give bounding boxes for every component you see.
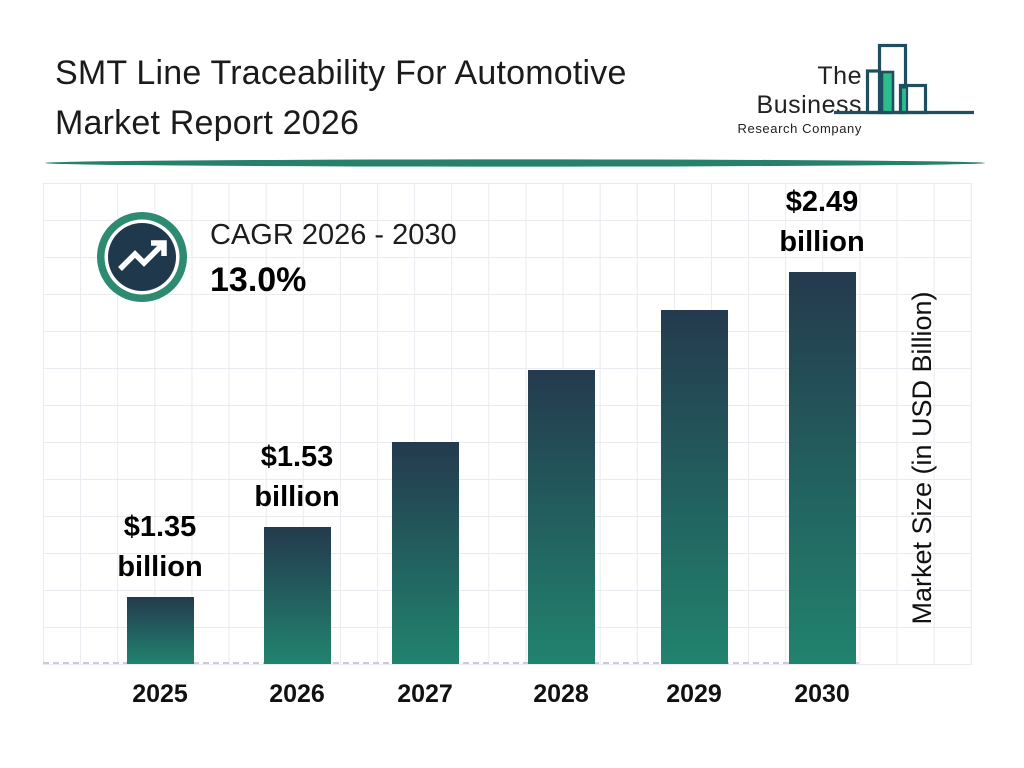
logo-company-name: The Business bbox=[756, 62, 862, 119]
page-title: SMT Line Traceability For Automotive Mar… bbox=[55, 48, 627, 148]
title-line-2: Market Report 2026 bbox=[55, 104, 360, 142]
value-label-2025: $1.35 billion bbox=[85, 507, 235, 587]
x-axis-label-2026: 2026 bbox=[269, 680, 325, 708]
cagr-block: CAGR 2026 - 2030 13.0% bbox=[210, 219, 457, 300]
y-axis-label: Market Size (in USD Billion) bbox=[907, 291, 937, 625]
bar-2028 bbox=[527, 370, 595, 664]
x-axis-label-2027: 2027 bbox=[397, 680, 453, 708]
bar-chart-skyline-icon bbox=[834, 43, 974, 115]
company-logo-text: The Business Research Company bbox=[716, 62, 862, 136]
value-amount: $1.35 bbox=[123, 511, 197, 543]
header-divider bbox=[45, 159, 985, 167]
x-axis-label-2030: 2030 bbox=[794, 680, 850, 708]
value-unit: billion bbox=[779, 226, 865, 258]
bar-2030 bbox=[788, 272, 856, 664]
x-axis-label-2029: 2029 bbox=[666, 680, 722, 708]
title-line-1: SMT Line Traceability For Automotive bbox=[55, 54, 627, 92]
cagr-value: 13.0% bbox=[210, 261, 307, 299]
x-axis-label-2025: 2025 bbox=[132, 680, 188, 708]
bar-2029 bbox=[660, 310, 728, 664]
trending-up-icon bbox=[97, 212, 187, 302]
x-axis-label-2028: 2028 bbox=[533, 680, 589, 708]
cagr-label: CAGR 2026 - 2030 bbox=[210, 219, 457, 251]
value-unit: billion bbox=[254, 481, 340, 513]
bar-2026 bbox=[263, 527, 331, 664]
logo-company-subtitle: Research Company bbox=[737, 121, 862, 136]
value-amount: $1.53 bbox=[260, 441, 334, 473]
value-amount: $2.49 bbox=[785, 186, 859, 218]
value-label-2030: $2.49 billion bbox=[747, 182, 897, 262]
bar-2027 bbox=[391, 442, 459, 664]
bar-2025 bbox=[126, 597, 194, 664]
value-label-2026: $1.53 billion bbox=[222, 437, 372, 517]
value-unit: billion bbox=[117, 551, 203, 583]
